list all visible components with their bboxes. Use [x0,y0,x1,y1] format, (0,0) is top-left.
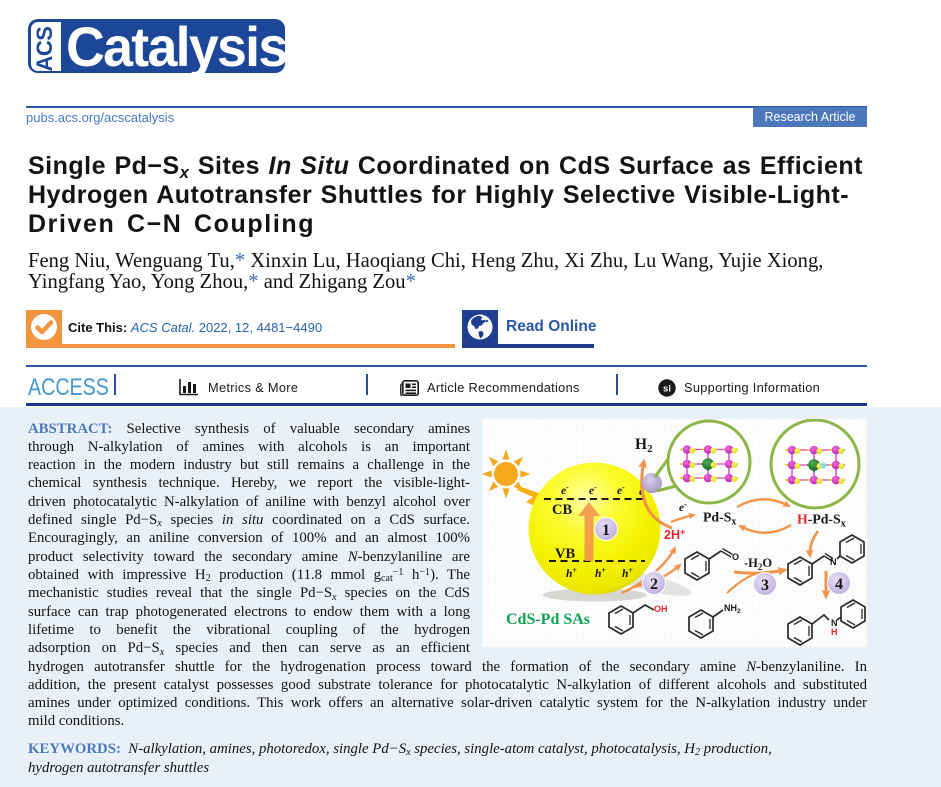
svg-text:h+: h+ [622,566,633,580]
svg-text:e-: e- [679,500,687,514]
svg-text:h+: h+ [566,566,577,580]
svg-text:H: H [831,627,838,637]
svg-text:VB: VB [555,546,575,562]
svg-text:2H+: 2H+ [664,527,685,542]
svg-text:Pd-Sx: Pd-Sx [703,510,736,528]
svg-text:si: si [663,384,671,395]
svg-text:e-: e- [589,483,597,497]
svg-text:NH2: NH2 [724,603,741,615]
svg-text:N: N [831,618,838,628]
svg-text:e-: e- [617,483,625,497]
svg-text:3: 3 [761,577,769,594]
svg-text:CdS-Pd SAs: CdS-Pd SAs [506,611,590,628]
svg-text:4: 4 [835,576,843,593]
svg-text:h+: h+ [595,566,606,580]
svg-text:e-: e- [561,483,569,497]
svg-text:O: O [732,552,739,562]
svg-text:CB: CB [552,502,572,518]
svg-text:N: N [830,557,837,567]
svg-text:H-Pd-Sx: H-Pd-Sx [797,512,846,530]
svg-text:2: 2 [650,576,658,593]
svg-text:-H2O: -H2O [744,556,772,572]
svg-text:1: 1 [602,522,610,539]
svg-text:OH: OH [654,604,668,614]
